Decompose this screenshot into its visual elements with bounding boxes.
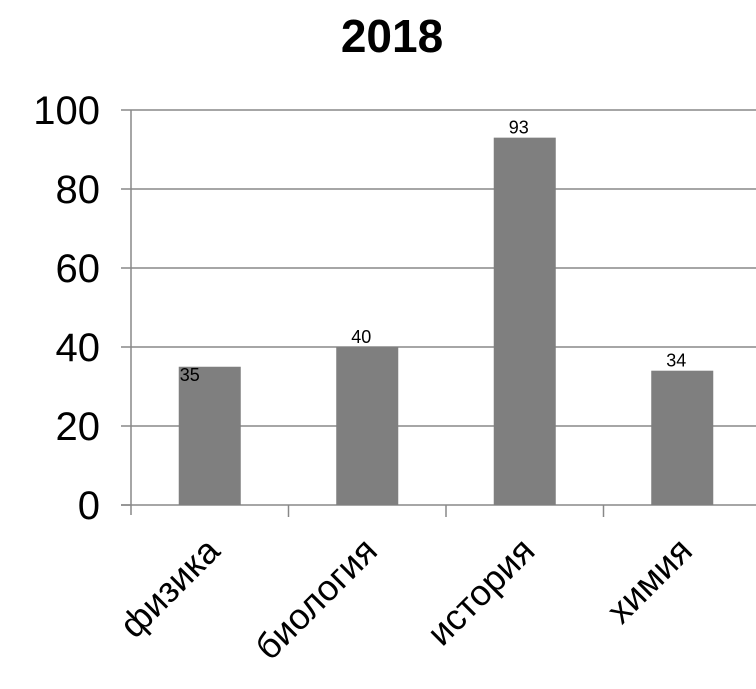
y-tick-label: 80 — [56, 168, 101, 212]
y-tick-labels: 0 20 40 60 80 100 — [33, 89, 100, 528]
x-tick-label: химия — [598, 530, 699, 631]
data-label: 35 — [180, 365, 200, 385]
x-tick-labels: физика биология история химия — [112, 529, 700, 668]
bar-2 — [336, 347, 399, 505]
bar-3 — [493, 137, 556, 505]
x-tick-label: биология — [247, 530, 385, 668]
bars — [178, 137, 714, 505]
y-tick-label: 40 — [56, 326, 101, 370]
chart-title: 2018 — [341, 10, 443, 62]
data-label: 34 — [666, 351, 686, 371]
data-labels: 35 40 93 34 — [180, 118, 687, 385]
x-tick-label: физика — [112, 529, 229, 646]
y-tick-label: 60 — [56, 247, 101, 291]
bar-1 — [178, 366, 241, 505]
data-label: 93 — [509, 118, 529, 138]
y-tick-label: 20 — [56, 405, 101, 449]
y-tick-label: 100 — [33, 89, 100, 133]
bar-4 — [651, 370, 714, 505]
x-tick-label: история — [419, 530, 543, 654]
data-label: 40 — [351, 327, 371, 347]
y-tick-label: 0 — [78, 484, 100, 528]
